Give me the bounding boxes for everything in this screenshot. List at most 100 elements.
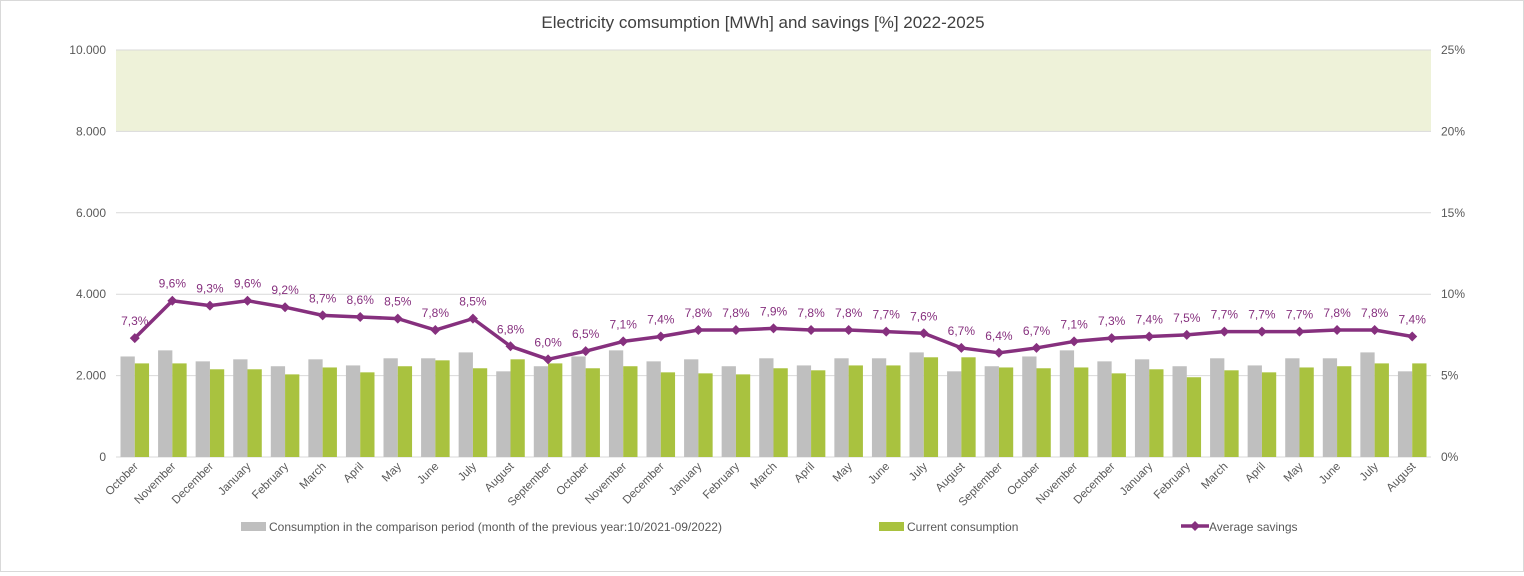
- bar-comparison: [796, 365, 812, 457]
- right-axis-tick-label: 15%: [1441, 206, 1465, 220]
- bar-comparison: [1285, 358, 1300, 457]
- bar-current: [1412, 363, 1427, 457]
- x-axis-tick-label: June: [866, 461, 892, 487]
- savings-marker: [204, 300, 215, 311]
- savings-marker: [806, 325, 817, 336]
- bar-current: [1374, 363, 1389, 457]
- savings-marker: [167, 295, 178, 306]
- bar-comparison: [1172, 366, 1187, 457]
- bar-current: [360, 372, 375, 457]
- bar-comparison: [158, 350, 173, 457]
- bar-comparison: [1397, 371, 1413, 457]
- savings-data-label: 6,8%: [497, 322, 525, 336]
- x-axis-tick-label: January: [667, 460, 705, 498]
- savings-data-label: 6,7%: [1023, 324, 1051, 338]
- bar-comparison: [1247, 365, 1262, 457]
- savings-marker: [618, 336, 629, 347]
- x-axis-tick-label: December: [621, 461, 667, 507]
- legend-marker-icon: [1190, 521, 1200, 531]
- x-axis-tick-label: June: [1317, 461, 1343, 487]
- bar-current: [848, 365, 863, 457]
- savings-marker: [881, 326, 892, 337]
- bar-current: [735, 374, 751, 457]
- bar-current: [1337, 366, 1352, 457]
- savings-marker: [1332, 325, 1343, 336]
- bar-current: [1074, 367, 1089, 457]
- bar-current: [623, 366, 638, 457]
- x-axis-tick-label: March: [749, 461, 780, 492]
- savings-data-label: 7,7%: [1211, 308, 1239, 322]
- bar-current: [472, 368, 488, 457]
- savings-marker: [1256, 326, 1267, 337]
- savings-marker: [956, 342, 967, 353]
- savings-data-label: 7,1%: [610, 317, 638, 331]
- target-band: [116, 50, 1431, 132]
- bar-comparison: [871, 358, 887, 457]
- left-axis-tick-label: 0: [99, 450, 106, 464]
- bar-comparison: [684, 359, 699, 457]
- bar-comparison: [1210, 358, 1225, 457]
- x-axis-tick-label: May: [1282, 460, 1306, 484]
- savings-marker: [129, 333, 140, 344]
- savings-marker: [843, 325, 854, 336]
- savings-data-label: 6,0%: [534, 335, 562, 349]
- savings-data-label: 7,4%: [647, 313, 675, 327]
- bar-current: [397, 366, 413, 457]
- savings-data-label: 8,5%: [459, 295, 487, 309]
- bar-current: [1299, 367, 1314, 457]
- savings-marker: [1031, 342, 1042, 353]
- savings-data-label: 7,4%: [1136, 313, 1164, 327]
- savings-marker: [1069, 336, 1080, 347]
- bar-comparison: [759, 358, 774, 457]
- bar-current: [660, 372, 676, 457]
- bar-current: [247, 369, 262, 457]
- bar-comparison: [608, 350, 624, 457]
- savings-data-label: 8,5%: [384, 295, 412, 309]
- bar-comparison: [233, 359, 248, 457]
- savings-marker: [242, 295, 253, 306]
- savings-marker: [1294, 326, 1305, 337]
- bar-comparison: [834, 358, 849, 457]
- savings-marker: [430, 325, 441, 336]
- x-axis-tick-label: October: [103, 461, 141, 499]
- savings-data-label: 7,6%: [910, 309, 938, 323]
- x-axis-tick-label: July: [907, 460, 930, 483]
- bar-current: [923, 357, 939, 457]
- x-axis-tick-label: February: [1152, 460, 1193, 501]
- savings-data-label: 8,7%: [309, 291, 337, 305]
- x-axis-tick-label: January: [1118, 460, 1156, 498]
- bar-current: [209, 369, 225, 457]
- savings-marker: [1369, 325, 1380, 336]
- bar-comparison: [1134, 359, 1150, 457]
- legend-label: Current consumption: [907, 520, 1018, 534]
- bar-current: [998, 367, 1014, 457]
- bar-current: [886, 365, 901, 457]
- bar-current: [322, 367, 337, 457]
- x-axis-tick-label: April: [792, 461, 817, 486]
- savings-data-label: 7,8%: [722, 306, 750, 320]
- savings-marker: [392, 313, 403, 324]
- x-axis-tick-label: October: [554, 461, 592, 499]
- bar-comparison: [1022, 356, 1037, 457]
- bar-current: [1261, 372, 1277, 457]
- bar-comparison: [646, 361, 661, 457]
- savings-data-label: 9,6%: [159, 277, 187, 291]
- savings-marker: [1106, 333, 1117, 344]
- bar-comparison: [984, 366, 999, 457]
- bar-current: [585, 368, 600, 457]
- x-axis-tick-label: April: [342, 461, 367, 486]
- bar-current: [172, 363, 187, 457]
- bar-current: [1224, 370, 1239, 457]
- right-axis-tick-label: 5%: [1441, 369, 1459, 383]
- savings-marker: [993, 347, 1004, 358]
- savings-marker: [280, 302, 291, 313]
- x-axis-tick-label: March: [1199, 461, 1230, 492]
- bar-comparison: [1097, 361, 1112, 457]
- savings-data-label: 6,7%: [948, 324, 976, 338]
- savings-data-label: 7,7%: [1248, 308, 1276, 322]
- bar-comparison: [195, 361, 210, 457]
- x-axis-tick-label: May: [380, 460, 404, 484]
- bar-comparison: [383, 358, 398, 457]
- bar-comparison: [721, 366, 736, 457]
